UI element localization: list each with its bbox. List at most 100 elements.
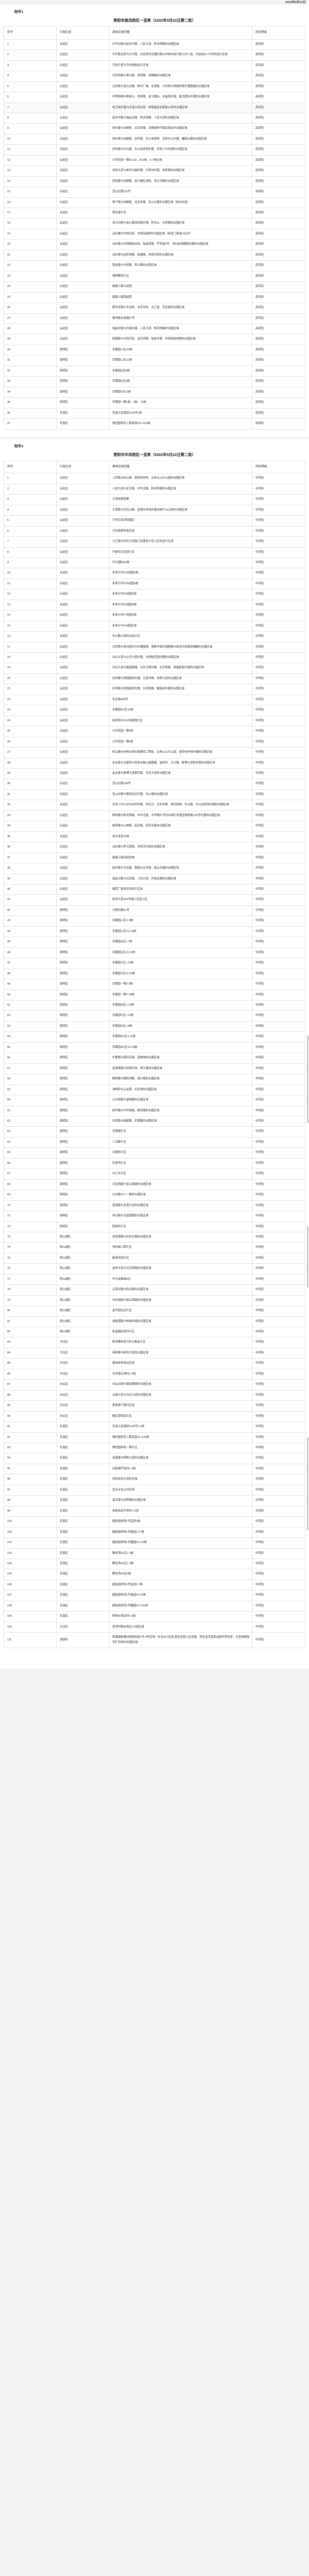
table-row: 6 云岩区 万科翡翠传奇区域 中风险	[4, 526, 305, 537]
table-row: 78 观山湖区 云潭北路与阳关路的合围区域 中风险	[4, 1284, 305, 1296]
cell-area: 中环路北段与万江路、红岩新村合围的黄山冲新村组与黄山冲二组、红岩组10-79号的…	[109, 49, 252, 61]
cell-area: 甜蜜小镇11组团	[109, 281, 252, 293]
cell-risk-level: 中风险	[252, 473, 305, 484]
cell-district: 观山湖区	[56, 1284, 109, 1296]
cell-area: 世纪城二期片区	[109, 1242, 252, 1253]
cell-index: 47	[4, 958, 57, 969]
col-header-district: 行政区划	[56, 26, 109, 40]
col-header-district: 行政区划	[56, 460, 109, 474]
cell-risk-level: 高风险	[252, 71, 305, 82]
cell-district: 南明区	[56, 947, 109, 959]
table-row: 11 云岩区 未来方舟D15组团5栋 中风险	[4, 578, 305, 590]
cell-risk-level: 中风险	[252, 1463, 305, 1475]
cell-index: 109	[4, 1611, 57, 1622]
cell-district: 花溪区	[56, 1611, 109, 1622]
cell-area: 都拉营街道片区	[109, 1411, 252, 1422]
cell-risk-level: 中风险	[252, 736, 305, 748]
cell-index: 78	[4, 1284, 57, 1296]
table-row: 5 云岩区 万科玲珑湾别墅区 中风险	[4, 515, 305, 527]
cell-risk-level: 高风险	[252, 418, 305, 430]
cell-district: 花溪区	[56, 1590, 109, 1601]
cell-district: 云岩区	[56, 239, 109, 250]
cell-index: 1	[4, 39, 57, 50]
table-row: 1 云岩区 中华北路与延安中路、人民大道、黔灵西路的合围区域 高风险	[4, 39, 305, 50]
cell-area: 宝山北路199号	[109, 778, 252, 790]
cell-risk-level: 中风险	[252, 852, 305, 864]
cell-area: 沙河花园一期A1-A2、B-D栋、5-7栋区域	[109, 155, 252, 166]
cell-district: 南明区	[56, 1074, 109, 1085]
cell-area: 高新路与新添大道的合围区域	[109, 1347, 252, 1359]
cell-index: 3	[4, 494, 57, 505]
cell-index: 38	[4, 863, 57, 874]
cell-district: 南明区	[56, 1115, 109, 1127]
scrollbar-thumb-upper[interactable]	[307, 1036, 308, 1123]
table-row: 93 花溪区 美的国宾府一期片区 中风险	[4, 1443, 305, 1454]
cell-index: 37	[4, 852, 57, 864]
cell-risk-level: 中风险	[252, 1389, 305, 1401]
cell-risk-level: 中风险	[252, 842, 305, 853]
table-row: 9 云岩区 旭东路与巫峰苑、北京东路、百峰巷狮子路及周边的合围区域 高风险	[4, 123, 305, 134]
cell-risk-level: 高风险	[252, 313, 305, 325]
cell-risk-level: 中风险	[252, 1200, 305, 1212]
cell-index: 8	[4, 547, 57, 558]
scrollbar-thumb-lower[interactable]	[307, 1437, 308, 1530]
cell-area: 浣纱路与延安西路、新建路、市西河道的合围区域	[109, 249, 252, 261]
cell-risk-level: 中风险	[252, 515, 305, 527]
cell-risk-level: 中风险	[252, 778, 305, 790]
cell-area: 扶风路与东山路、东山怡景苑外围、实验三中外围的合围区域	[109, 144, 252, 156]
cell-risk-level: 高风险	[252, 197, 305, 209]
cell-index: 22	[4, 694, 57, 706]
table-row: 64 南明区 二戈寨片区 中风险	[4, 1137, 305, 1148]
cell-risk-level: 中风险	[252, 1179, 305, 1191]
cell-index: 17	[4, 641, 57, 653]
cell-risk-level: 中风险	[252, 1031, 305, 1043]
cell-district: 云岩区	[56, 631, 109, 642]
scrollbar-thumb-mid[interactable]	[307, 1226, 308, 1288]
cell-index: 21	[4, 249, 57, 261]
cell-district: 云岩区	[56, 842, 109, 853]
cell-district: 云岩区	[56, 102, 109, 113]
cell-district: 云岩区	[56, 123, 109, 134]
cell-area: 云潭北路与阳关路的合围区域	[109, 1284, 252, 1296]
cell-risk-level: 中风险	[252, 1010, 305, 1022]
cell-district: 云岩区	[56, 81, 109, 93]
cell-index: 18	[4, 218, 57, 229]
cell-risk-level: 中风险	[252, 1242, 305, 1253]
table-row: 51 南明区 花果园M区1-10栋 中风险	[4, 999, 305, 1011]
cell-risk-level: 高风险	[252, 81, 305, 93]
cell-district: 云岩区	[56, 313, 109, 325]
cell-index: 51	[4, 999, 57, 1011]
cell-district: 云岩区	[56, 884, 109, 895]
cell-district: 云岩区	[56, 852, 109, 864]
cell-area: 旭东路与巫峰路、扶风路、东山电视塔、龙现东山外围、螺蛳山路的合围区域	[109, 133, 252, 145]
cell-area: 北京路与宝山北路、新印厂路、友谊路、沙河街与贵医附院外围围墙的合围区域	[109, 81, 252, 93]
cell-risk-level: 高风险	[252, 302, 305, 314]
table-row: 66 南明区 彭家湾片区 中风险	[4, 1158, 305, 1170]
cell-index: 30	[4, 344, 57, 356]
cell-district: 乌当区	[56, 1347, 109, 1359]
cell-risk-level: 中风险	[252, 1443, 305, 1454]
cell-index: 17	[4, 208, 57, 219]
cell-area: 清溪路与明珠大道的合围区域	[109, 1453, 252, 1464]
cell-risk-level: 中风险	[252, 1158, 305, 1170]
cell-district: 南明区	[56, 968, 109, 980]
table-row: 107 花溪区 碧桂园贵阳1号鑫园18-23栋 中风险	[4, 1590, 305, 1601]
cell-area: 长岭南路与观山西路的合围区域	[109, 1295, 252, 1307]
cell-area: 甜蜜小镇南组团	[109, 292, 252, 303]
cell-area: 万科翡翠传奇区域	[109, 526, 252, 537]
cell-index: 89	[4, 1400, 57, 1412]
cell-index: 20	[4, 673, 57, 685]
cell-district: 云岩区	[56, 747, 109, 758]
table-row: 101 花溪区 碧桂园贵阳1号鑫园1-17栋 中风险	[4, 1527, 305, 1538]
cell-district: 南明区	[56, 1084, 109, 1096]
cell-risk-level: 中风险	[252, 947, 305, 959]
table-row: 8 云岩区 延安中路与瑞金北路、黔灵西路、人民大道的合围区域 高风险	[4, 112, 305, 124]
cell-area: 石板镇芦荻村1-4组	[109, 1463, 252, 1475]
table-row: 69 南明区 兴关路与八一路的合围区域 中风险	[4, 1190, 305, 1201]
cell-area: 酱菜厂宿舍区的连片区域	[109, 884, 252, 895]
cell-risk-level: 高风险	[252, 165, 305, 177]
table-row: 35 南明区 花果园一期1栋、6栋、21栋 高风险	[4, 397, 305, 409]
cell-area: 狮子路与百峰巷、北京东路、宝山北路的合围区域（除市五医）	[109, 197, 252, 209]
table-row: 29 云岩区 新建路与市西河道、延安西路、瑞金中路、市西高架桥路的合围区域 高风险	[4, 334, 305, 345]
cell-area: 金阳大道与北京西路的合围区域	[109, 1263, 252, 1275]
